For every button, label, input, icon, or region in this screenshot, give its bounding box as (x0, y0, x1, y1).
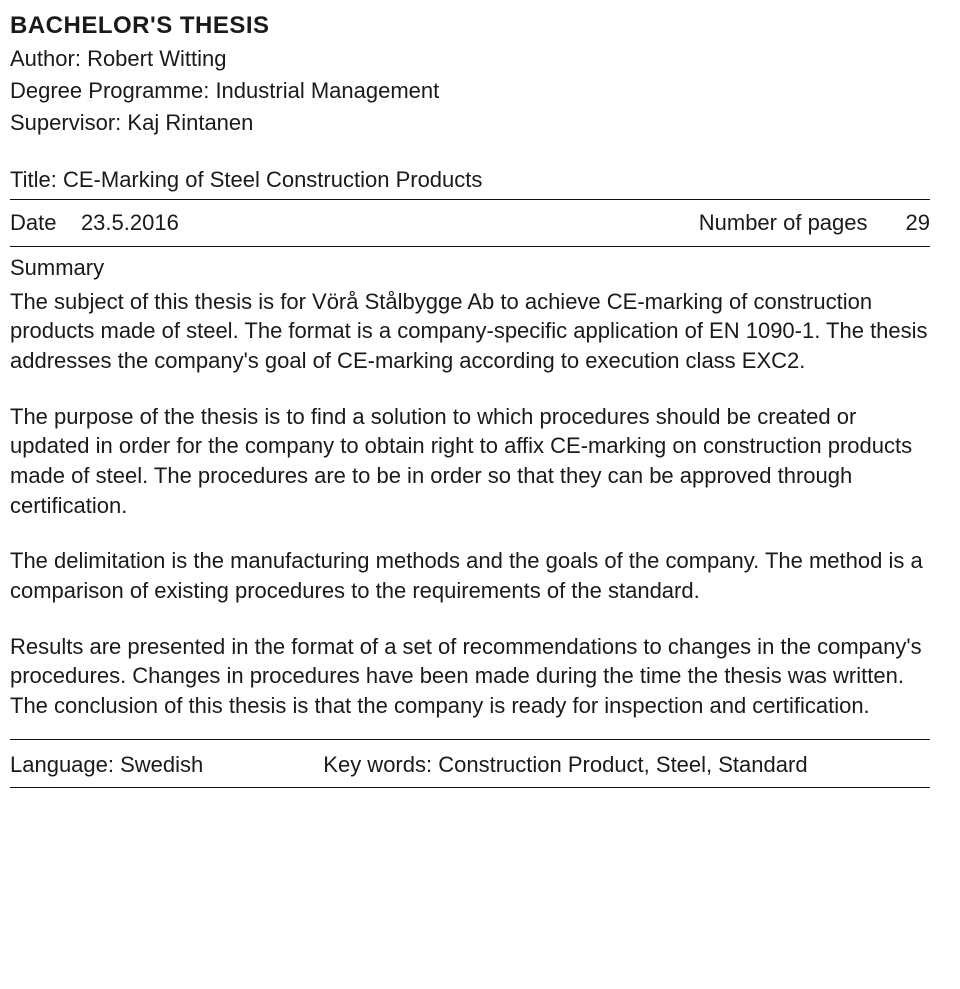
keywords-value: Construction Product, Steel, Standard (438, 752, 807, 777)
language-block: Language: Swedish (10, 750, 203, 780)
summary-p3: The delimitation is the manufacturing me… (10, 546, 930, 605)
pages-label: Number of pages (699, 208, 868, 238)
language-label: Language: (10, 752, 114, 777)
title-line: Title: CE-Marking of Steel Construction … (10, 165, 930, 195)
title-label: Title: (10, 167, 57, 192)
date-row: Date 23.5.2016 Number of pages 29 (10, 206, 930, 242)
date-block: Date 23.5.2016 (10, 208, 179, 238)
divider-3 (10, 739, 930, 740)
divider-2 (10, 246, 930, 247)
supervisor-line: Supervisor: Kaj Rintanen (10, 108, 930, 138)
supervisor-value: Kaj Rintanen (127, 110, 253, 135)
degree-value: Industrial Management (215, 78, 439, 103)
degree-line: Degree Programme: Industrial Management (10, 76, 930, 106)
summary-p4: Results are presented in the format of a… (10, 632, 930, 721)
supervisor-label: Supervisor: (10, 110, 121, 135)
divider-4 (10, 787, 930, 788)
pages-block: Number of pages 29 (699, 208, 930, 238)
date-label: Date (10, 210, 56, 235)
summary-label: Summary (10, 253, 930, 283)
keywords-block: Key words: Construction Product, Steel, … (323, 750, 807, 780)
thesis-heading: BACHELOR'S THESIS (10, 10, 930, 42)
pages-value: 29 (906, 208, 930, 238)
divider-1 (10, 199, 930, 200)
language-value: Swedish (120, 752, 203, 777)
author-value: Robert Witting (87, 46, 226, 71)
keywords-label: Key words: (323, 752, 432, 777)
author-line: Author: Robert Witting (10, 44, 930, 74)
degree-label: Degree Programme: (10, 78, 209, 103)
summary-p2: The purpose of the thesis is to find a s… (10, 402, 930, 521)
date-value: 23.5.2016 (81, 210, 179, 235)
title-value: CE-Marking of Steel Construction Product… (63, 167, 482, 192)
author-label: Author: (10, 46, 81, 71)
summary-p1: The subject of this thesis is for Vörå S… (10, 287, 930, 376)
footer-row: Language: Swedish Key words: Constructio… (10, 746, 930, 784)
